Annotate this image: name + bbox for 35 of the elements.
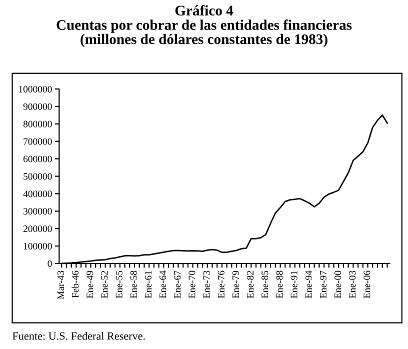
- x-tick-label: Ene-52: [101, 270, 108, 298]
- x-tick-label: Ene-88: [276, 270, 283, 298]
- y-tick-label: 500000: [24, 173, 52, 180]
- x-tick-label: Ene-49: [86, 270, 94, 298]
- y-tick-label: 300000: [24, 208, 52, 215]
- y-tick-label: 0: [48, 260, 52, 267]
- x-tick-label: Ene-97: [320, 270, 326, 298]
- y-tick-label: 900000: [23, 103, 52, 110]
- y-tick-label: 600000: [23, 156, 52, 162]
- x-tick-label: Ene-64: [160, 270, 166, 298]
- y-tick-label: 800000: [23, 120, 52, 128]
- source-note: Fuente: U.S. Federal Reserve.: [12, 332, 145, 340]
- x-tick-label: Ene-82: [247, 270, 254, 298]
- y-tick-label: 700000: [24, 138, 52, 145]
- x-tick-label: Ene-85: [262, 270, 268, 298]
- x-tick-label: Ene-70: [188, 270, 196, 298]
- x-tick-label: Ene-76: [218, 270, 224, 298]
- x-tick-label: Feb-46: [72, 270, 79, 298]
- x-tick-label: Ene-73: [203, 270, 210, 298]
- x-tick-label: Ene-06: [364, 270, 370, 298]
- x-tick-label: Ene-61: [144, 271, 152, 298]
- y-tick-label: 100000: [24, 242, 52, 250]
- y-tick-label: 400000: [23, 190, 52, 198]
- chart-title: Gráfico 4 Cuentas por cobrar de las entidades financieras (millones de dólares constantes de 1983): [56, 5, 352, 48]
- x-tick-label: Ene-03: [349, 270, 356, 298]
- x-tick-label: Ene-79: [232, 270, 239, 298]
- x-tick-label: Ene-58: [130, 270, 137, 298]
- y-tick-label: 200000: [23, 226, 52, 232]
- x-tick-label: Ene-55: [116, 270, 122, 298]
- x-tick-label: Ene-94: [305, 270, 312, 298]
- x-tick-label: Ene-91: [290, 271, 298, 298]
- x-tick-label: Ene-67: [174, 270, 181, 298]
- y-tick-label: 1000000: [19, 86, 52, 92]
- x-tick-label: Ene-00: [334, 270, 342, 298]
- x-tick-label: Mar-43: [57, 270, 64, 300]
